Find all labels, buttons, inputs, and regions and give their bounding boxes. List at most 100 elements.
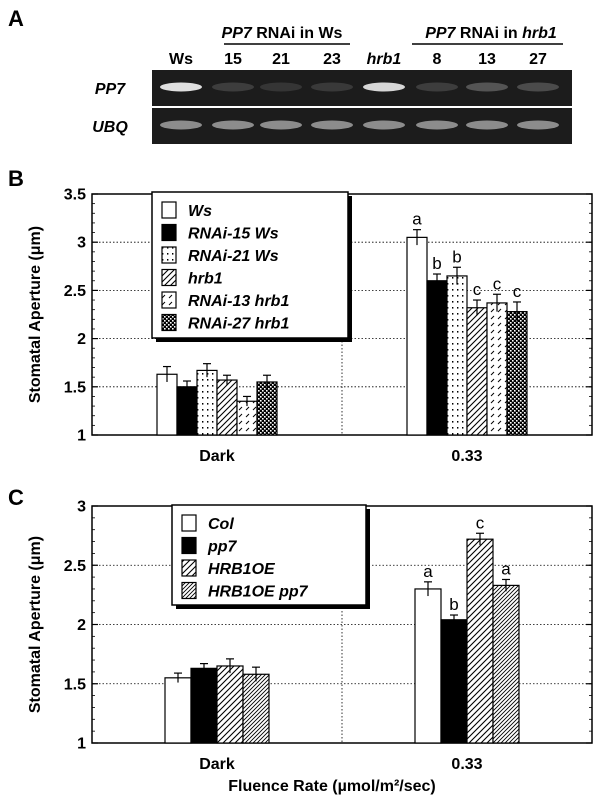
gel-lane-label: 8 (433, 51, 442, 68)
legend-label: pp7 (207, 539, 238, 556)
gel-lane-label: Ws (169, 51, 193, 68)
gel-lane-label: hrb1 (367, 51, 402, 68)
gel-band (260, 120, 302, 130)
gel-band (466, 82, 508, 92)
y-tick-label: 1.5 (64, 676, 86, 693)
significance-letter: b (452, 247, 461, 266)
bar (466, 307, 488, 436)
x-category-label: 0.33 (451, 756, 482, 773)
legend-label: RNAi-21 Ws (188, 248, 279, 265)
significance-letter: a (423, 562, 433, 581)
legend-label: RNAi-27 hrb1 (188, 316, 289, 333)
y-tick-label: 2 (77, 331, 86, 348)
bar (242, 673, 270, 744)
bar (216, 379, 238, 436)
gel-lane-label: 23 (323, 51, 341, 68)
legend-box (151, 191, 349, 339)
gel-band (517, 82, 559, 92)
y-tick-label: 1.5 (64, 379, 86, 396)
legend-label: RNAi-13 hrb1 (188, 293, 289, 310)
panel-letter-a: A (8, 6, 24, 31)
panel-letter-c: C (8, 485, 24, 510)
gel-band (160, 82, 202, 92)
bar (506, 311, 528, 436)
gel-band (311, 82, 353, 92)
legend-swatch (161, 291, 177, 309)
legend-swatch (161, 268, 177, 287)
bar (216, 665, 244, 744)
significance-letter: c (473, 280, 482, 299)
bar (196, 369, 218, 436)
gel-band (212, 82, 254, 92)
legend-label: Ws (188, 203, 212, 220)
y-tick-label: 2.5 (64, 558, 86, 575)
legend-label: Col (208, 516, 234, 533)
y-tick-label: 3.5 (64, 187, 86, 204)
significance-letter: b (432, 254, 441, 273)
y-tick-label: 3 (77, 235, 86, 252)
legend-label: HRB1OE (208, 561, 276, 578)
legend-label: hrb1 (188, 271, 223, 288)
legend-swatch (161, 313, 177, 332)
gel-lane-label: 13 (478, 51, 496, 68)
gel-band (363, 120, 405, 130)
y-tick-label: 2 (77, 617, 86, 634)
bar (190, 667, 218, 744)
significance-letter: a (501, 559, 511, 578)
legend-swatch (161, 246, 177, 264)
gel-lane-label: 15 (224, 51, 242, 68)
bar (236, 400, 258, 436)
legend-box (171, 504, 367, 606)
legend-label: HRB1OE pp7 (208, 584, 309, 601)
gel-row-label: UBQ (92, 119, 128, 136)
gel-lane-label: 21 (272, 51, 290, 68)
gel-panel: PP7 RNAi in Ws PP7 RNAi in hrb1 Ws 15 21 23 hr… (92, 25, 572, 144)
legend-swatch (181, 514, 197, 532)
y-tick-label: 1 (77, 736, 86, 753)
x-category-label: Dark (199, 756, 235, 773)
gel-group-label: PP7 RNAi in Ws (222, 25, 343, 42)
bar (156, 373, 178, 436)
gel-lane-label: 27 (529, 51, 547, 68)
legend-swatch (161, 201, 177, 219)
bar (446, 275, 468, 436)
significance-letter: c (493, 274, 502, 293)
bar (164, 677, 192, 744)
bar (492, 584, 520, 744)
x-axis-label: Fluence Rate (µmol/m²/sec) (228, 778, 436, 795)
y-tick-label: 3 (77, 499, 86, 516)
gel-band (517, 120, 559, 130)
y-axis-label: Stomatal Aperture (μm) (27, 226, 44, 403)
bar (256, 381, 278, 436)
gel-band (466, 120, 508, 130)
gel-row-label: PP7 (95, 81, 126, 98)
significance-letter: c (513, 282, 522, 301)
significance-letter: b (449, 595, 458, 614)
bar (466, 538, 494, 744)
gel-group-label: PP7 RNAi in hrb1 (425, 25, 557, 42)
legend-swatch (181, 536, 197, 555)
y-tick-label: 2.5 (64, 283, 86, 300)
gel-band (311, 120, 353, 130)
significance-letter: a (412, 210, 422, 229)
legend-swatch (181, 581, 197, 600)
x-category-label: Dark (199, 448, 235, 465)
bar (176, 386, 198, 436)
legend-swatch (181, 559, 197, 577)
gel-band (160, 120, 202, 130)
bar (426, 280, 448, 436)
y-tick-label: 1 (77, 428, 86, 445)
gel-band (416, 120, 458, 130)
legend-swatch (161, 223, 177, 242)
x-category-label: 0.33 (451, 448, 482, 465)
y-axis-label: Stomatal Aperture (μm) (27, 536, 44, 713)
bar (414, 588, 442, 744)
bar (406, 236, 428, 436)
gel-band (363, 82, 405, 92)
bar (486, 302, 508, 436)
panel-letter-b: B (8, 166, 24, 191)
gel-band (416, 82, 458, 92)
